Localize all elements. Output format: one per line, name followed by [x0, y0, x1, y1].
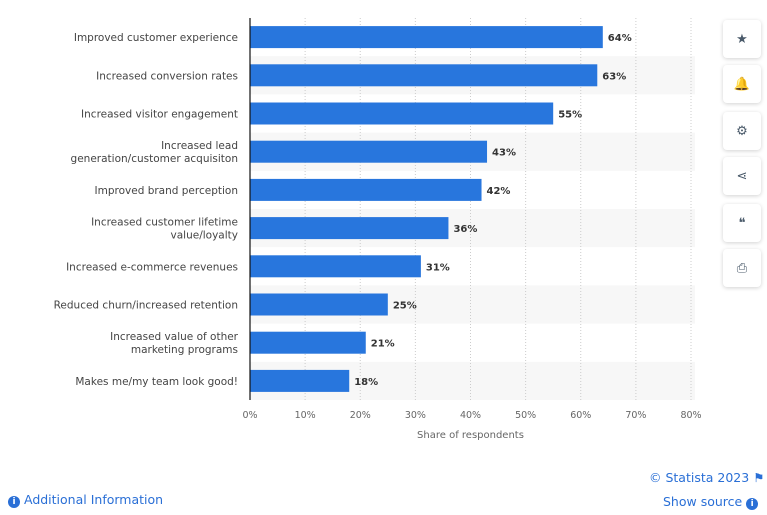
- additional-information-text: Additional Information: [23, 492, 164, 507]
- x-axis-title: Share of respondents: [417, 430, 524, 441]
- star-icon: ★: [736, 31, 748, 47]
- data-label: 25%: [393, 301, 417, 312]
- bar[interactable]: [250, 217, 449, 240]
- flag-icon[interactable]: ⚑: [753, 470, 765, 485]
- category-label: Increased value of other: [110, 331, 239, 343]
- additional-information-link[interactable]: i Additional Information: [8, 492, 163, 508]
- bar[interactable]: [250, 140, 488, 163]
- data-label: 31%: [426, 262, 450, 273]
- data-label: 36%: [453, 224, 477, 235]
- bar[interactable]: [250, 293, 388, 316]
- x-tick-label: 50%: [515, 410, 536, 421]
- category-label: value/loyalty: [171, 230, 238, 242]
- x-tick-label: 80%: [680, 410, 701, 421]
- category-label: Increased lead: [161, 140, 238, 152]
- data-label: 18%: [354, 377, 378, 388]
- x-tick-label: 40%: [460, 410, 481, 421]
- data-label: 64%: [608, 33, 632, 44]
- data-label: 21%: [371, 339, 395, 350]
- category-label: Reduced churn/increased retention: [54, 300, 238, 312]
- info-icon: i: [746, 498, 759, 510]
- category-label: Increased e-commerce revenues: [66, 261, 238, 273]
- x-tick-label: 70%: [625, 410, 646, 421]
- show-source-link[interactable]: Show source i: [663, 494, 759, 510]
- category-label: Improved customer experience: [74, 32, 238, 44]
- data-label: 55%: [558, 110, 582, 121]
- category-label: Makes me/my team look good!: [75, 376, 238, 388]
- show-source-text: Show source: [663, 494, 743, 509]
- data-label: 42%: [487, 186, 511, 197]
- quote-icon: ❝: [738, 215, 746, 231]
- quote-button[interactable]: ❝: [723, 204, 761, 242]
- x-tick-label: 60%: [570, 410, 591, 421]
- data-label: 63%: [602, 71, 626, 82]
- print-icon: ⎙: [736, 260, 748, 276]
- share-icon: ⋖: [736, 168, 748, 184]
- data-label: 43%: [492, 148, 516, 159]
- bar[interactable]: [250, 102, 554, 125]
- bar-chart: 0% 10% 20% 30% 40% 50% 60% 70% 80% 64% Improved cu…: [54, 18, 702, 441]
- x-tick-label: 20%: [350, 410, 371, 421]
- print-button[interactable]: ⎙: [723, 249, 761, 287]
- category-label: Improved brand perception: [95, 185, 238, 197]
- x-tick-label: 30%: [405, 410, 426, 421]
- category-label: Increased customer lifetime: [91, 217, 238, 229]
- bar[interactable]: [250, 331, 366, 354]
- category-label: marketing programs: [131, 344, 238, 356]
- bar[interactable]: [250, 369, 350, 392]
- category-label: generation/customer acquisiton: [71, 153, 238, 165]
- bar[interactable]: [250, 255, 421, 278]
- bell-icon: 🔔: [733, 76, 751, 92]
- copyright-text: © Statista 2023: [649, 470, 750, 485]
- category-label: Increased visitor engagement: [81, 109, 238, 121]
- category-label: Increased conversion rates: [96, 70, 238, 82]
- bell-button[interactable]: 🔔: [723, 65, 761, 103]
- bar[interactable]: [250, 26, 603, 49]
- info-icon: i: [8, 496, 20, 508]
- bar[interactable]: [250, 178, 482, 201]
- bar[interactable]: [250, 64, 598, 87]
- x-tick-label: 0%: [242, 410, 257, 421]
- share-button[interactable]: ⋖: [723, 157, 761, 195]
- gear-button[interactable]: ⚙: [723, 112, 761, 150]
- x-tick-label: 10%: [295, 410, 316, 421]
- gear-icon: ⚙: [736, 123, 748, 139]
- star-button[interactable]: ★: [723, 20, 761, 58]
- copyright[interactable]: © Statista 2023 ⚑: [649, 470, 764, 485]
